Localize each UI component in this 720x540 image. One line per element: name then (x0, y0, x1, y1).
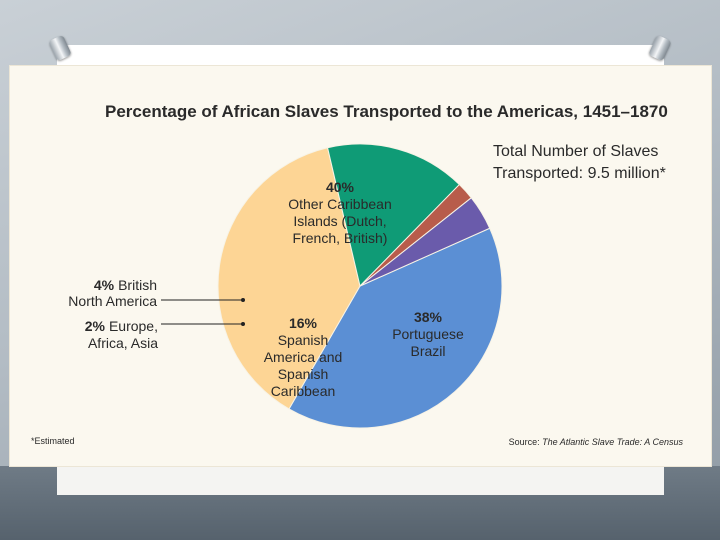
slice-text-spanish-america-3: Spanish (278, 366, 329, 382)
slice-pct-spanish-america: 16% (289, 315, 318, 331)
slice-text-europe-1: 2% Europe, (85, 318, 158, 334)
slice-text-british-1a: British (118, 277, 157, 293)
slice-text-europe-1a: Europe, (109, 318, 158, 334)
chart-subtitle-line-2: Transported: 9.5 million* (493, 165, 666, 182)
slide-bottom-edge (57, 466, 664, 495)
chart-source-title: The Atlantic Slave Trade: A Census (542, 437, 683, 447)
pie-slices (217, 143, 503, 429)
slice-pct-british: 4% (94, 277, 115, 293)
slice-label-other-caribbean: 40% Other Caribbean Islands (Dutch, Fren… (288, 179, 392, 246)
pie-slice-british-north-america (359, 197, 491, 287)
chart-subtitle-line-1: Total Number of Slaves (493, 143, 658, 160)
slice-label-europe-africa-asia: 2% Europe, Africa, Asia (85, 318, 245, 351)
slice-text-other-caribbean-1: Other Caribbean (288, 196, 392, 212)
slice-text-british-1: 4% British (94, 277, 157, 293)
slice-label-british-north-america: 4% British North America (68, 277, 245, 309)
chart-title: Percentage of African Slaves Transported… (105, 102, 668, 121)
slice-pct-other-caribbean: 40% (326, 179, 355, 195)
pie-slice-spanish-america (326, 143, 461, 287)
slice-label-brazil: 38% Portuguese Brazil (392, 309, 464, 359)
slice-text-spanish-america-2: America and (264, 349, 343, 365)
slice-text-brazil-1: Portuguese (392, 326, 464, 342)
slice-text-spanish-america-4: Caribbean (271, 383, 336, 399)
pie-slice-other-caribbean (288, 227, 503, 429)
chart-footnote: *Estimated (31, 436, 75, 446)
leader-dot-europe (241, 322, 245, 326)
chart-source-prefix: Source: (509, 437, 543, 447)
leader-dot-british (241, 298, 245, 302)
slice-text-other-caribbean-3: French, British) (293, 230, 388, 246)
slice-pct-europe: 2% (85, 318, 106, 334)
slice-label-spanish-america: 16% Spanish America and Spanish Caribbea… (264, 315, 343, 399)
pie-slice-brazil (217, 147, 361, 410)
slice-pct-brazil: 38% (414, 309, 443, 325)
slice-text-other-caribbean-2: Islands (Dutch, (293, 213, 386, 229)
slice-text-spanish-america-1: Spanish (278, 332, 329, 348)
slice-text-british-2: North America (68, 293, 157, 309)
slice-text-brazil-2: Brazil (410, 343, 445, 359)
chart-source: Source: The Atlantic Slave Trade: A Cens… (509, 437, 684, 447)
slice-text-europe-2: Africa, Asia (88, 335, 158, 351)
